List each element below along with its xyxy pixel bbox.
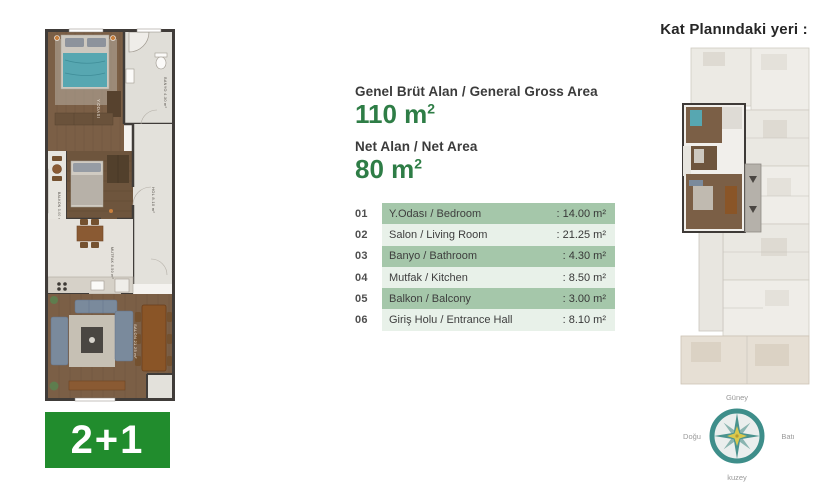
room-label-banyo: BANYO 4.30 m² <box>163 77 167 109</box>
entrance-hall: HOL 8.10 m² <box>131 124 172 284</box>
apartment-floorplan: Y.ODASI BANYO 4.30 m² BALKON 3.00 m² <box>45 28 175 402</box>
key-plan-title: Kat Planındaki yeri : <box>660 21 808 38</box>
room-number: 06 <box>355 314 368 327</box>
room-name: Balkon / Balcony <box>389 292 471 305</box>
dining-table <box>141 304 167 372</box>
dining-chair <box>167 356 172 366</box>
room-label-hol: HOL 8.10 m² <box>151 187 156 213</box>
table-row: 04 Mutfak / Kitchen : 8.50 m² <box>355 266 615 289</box>
room-number: 01 <box>355 207 368 220</box>
sofa <box>74 299 118 314</box>
fridge <box>114 278 130 293</box>
area-info: Genel Brüt Alan / General Gross Area 110… <box>355 84 615 194</box>
dining-chair <box>167 312 172 322</box>
unit-type-label: 2+1 <box>70 418 145 462</box>
sofa <box>50 316 69 366</box>
tv-console <box>68 380 126 391</box>
room-name: Giriş Holu / Entrance Hall <box>389 314 513 327</box>
kitchen-chair <box>80 219 88 225</box>
room-area: : 14.00 m² <box>556 207 606 220</box>
nightstand <box>110 35 116 41</box>
room-name: Mutfak / Kitchen <box>389 271 468 284</box>
room-label-balkon: BALKON 3.00 m² <box>57 192 61 223</box>
room-name: Banyo / Bathroom <box>389 250 478 263</box>
dining-chair <box>135 312 141 322</box>
compass-icon: Güney Doğu Batı kuzey <box>683 393 795 482</box>
room-label-mutfak: MUTFAK 8.50 m² <box>110 247 114 279</box>
toilet <box>155 56 167 70</box>
window <box>74 397 116 402</box>
master-bedroom: Y.ODASI <box>48 32 124 151</box>
table-row: 02 Salon / Living Room : 21.25 m² <box>355 224 615 246</box>
bathroom: BANYO 4.30 m² <box>122 31 172 126</box>
nightstand <box>54 35 60 41</box>
compass-label-west: Batı <box>781 432 794 441</box>
kitchen-chair <box>91 242 99 248</box>
second-bedroom <box>67 151 133 221</box>
unit-type-badge: 2+1 <box>45 412 170 468</box>
compass-label-south: Güney <box>726 393 748 402</box>
window <box>136 28 162 33</box>
net-area-value: 80 m2 <box>355 153 423 184</box>
room-area: : 21.25 m² <box>556 228 606 241</box>
balcony-chair <box>52 156 62 161</box>
balcony-chair <box>52 176 62 181</box>
room-area: : 8.10 m² <box>562 314 606 327</box>
room-area: : 8.50 m² <box>562 271 606 284</box>
room-label-salon: SALON 21.25 m² <box>133 324 138 359</box>
room-area: : 3.00 m² <box>562 292 606 305</box>
sofa <box>114 310 134 362</box>
entry-nook <box>147 374 172 398</box>
dining-chair <box>135 356 141 366</box>
plant <box>50 296 58 304</box>
net-area-label: Net Alan / Net Area <box>355 138 478 154</box>
dining-chair <box>167 334 172 344</box>
kitchen-chair <box>91 219 99 225</box>
compass-label-north: kuzey <box>727 473 747 482</box>
room-number: 03 <box>355 250 368 263</box>
kitchen-table <box>76 225 104 242</box>
room-area: : 4.30 m² <box>562 250 606 263</box>
compass-cardinal-points <box>714 413 760 459</box>
rooms-table: 01 Y.Odası / Bedroom : 14.00 m² 02 Salon … <box>355 203 615 331</box>
dresser <box>54 112 114 126</box>
dining-chair <box>135 334 141 344</box>
kitchen: MUTFAK 8.50 m² <box>47 219 134 295</box>
table-row: 05 Balkon / Balcony : 3.00 m² <box>355 288 615 310</box>
stair-shaft <box>744 163 762 233</box>
table-row: 03 Banyo / Bathroom : 4.30 m² <box>355 245 615 267</box>
window <box>68 28 104 33</box>
table-row: 01 Y.Odası / Bedroom : 14.00 m² <box>355 203 615 225</box>
plant <box>49 381 59 391</box>
gross-area-label: Genel Brüt Alan / General Gross Area <box>355 84 598 99</box>
room-number: 02 <box>355 228 368 241</box>
compass-label-east: Doğu <box>683 432 701 441</box>
kitchen-sink <box>90 280 105 291</box>
balcony-table <box>52 164 62 174</box>
wardrobe <box>107 91 121 117</box>
room-label-bedroom: Y.ODASI <box>96 99 101 118</box>
room-number: 04 <box>355 271 368 284</box>
room-name: Salon / Living Room <box>389 228 488 241</box>
gross-area-value: 110 m2 <box>355 99 436 129</box>
table-row: 06 Giriş Holu / Entrance Hall : 8.10 m² <box>355 309 615 331</box>
key-plan <box>680 47 810 385</box>
shower <box>128 31 150 53</box>
living-room: SALON 21.25 m² <box>48 294 172 398</box>
room-name: Y.Odası / Bedroom <box>389 207 482 220</box>
sink <box>125 68 135 84</box>
room-number: 05 <box>355 292 368 305</box>
kitchen-chair <box>80 242 88 248</box>
key-plan-highlighted-unit <box>682 103 762 233</box>
